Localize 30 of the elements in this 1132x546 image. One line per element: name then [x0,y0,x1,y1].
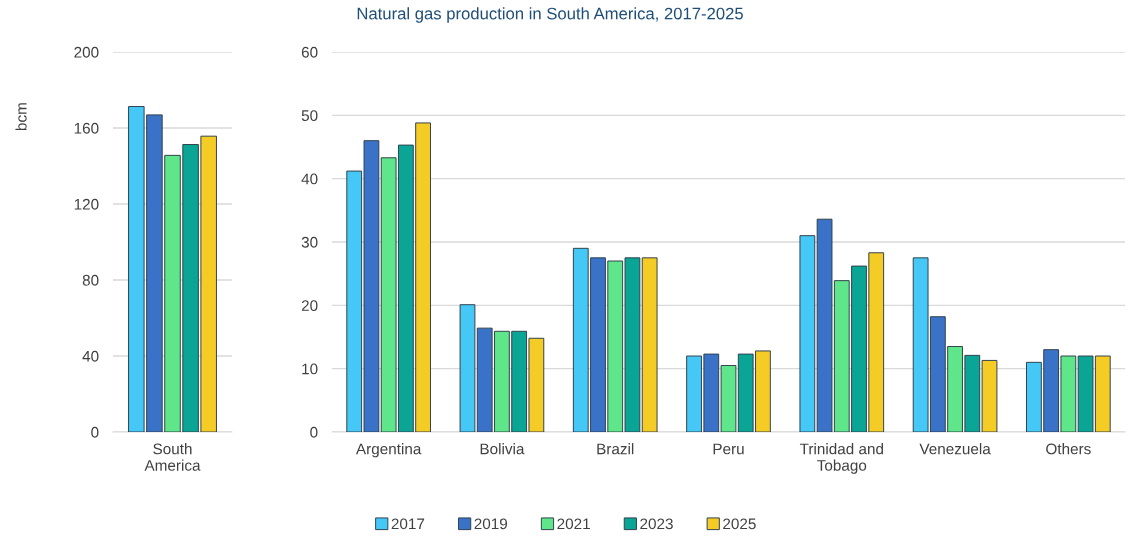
x-tick-label: Argentina [355,443,422,458]
bar [641,257,658,432]
x-tick-label: Venezuela [919,443,991,455]
y-tick-label: 30 [301,236,318,248]
y-tick-label: 120 [74,198,99,210]
x-tick-label: South America [144,443,201,471]
y-tick-label: 0 [310,426,318,438]
x-tick-label: Peru [713,443,744,455]
y-tick-label: 40 [301,173,318,185]
y-tick-label: 50 [301,110,318,122]
x-tick-label: Bolivia [480,443,525,455]
legend-label: 2019 [474,518,508,530]
y-tick-label: 200 [74,46,99,58]
y-tick-label: 160 [74,122,99,134]
x-tick-label: Others [1046,443,1091,455]
y-tick-label: 0 [91,426,99,438]
y-tick-label: 80 [82,274,99,286]
legend-label: 2025 [723,518,756,530]
y-tick-label: 60 [301,46,318,58]
chart-title: Natural gas production in South America, 2017-2025 [357,7,743,23]
y-axis-title: bcm [15,103,27,131]
x-tick-label: Trinidad and Tobago [799,443,883,474]
legend-label: 2023 [640,518,673,530]
y-tick-label: 20 [301,300,318,312]
legend-label: 2021 [557,518,590,530]
x-tick-label: Brazil [597,443,634,455]
bar [799,235,816,432]
y-tick-label: 40 [82,350,99,362]
legend-label: 2017 [391,518,425,530]
y-tick-label: 10 [302,363,318,375]
